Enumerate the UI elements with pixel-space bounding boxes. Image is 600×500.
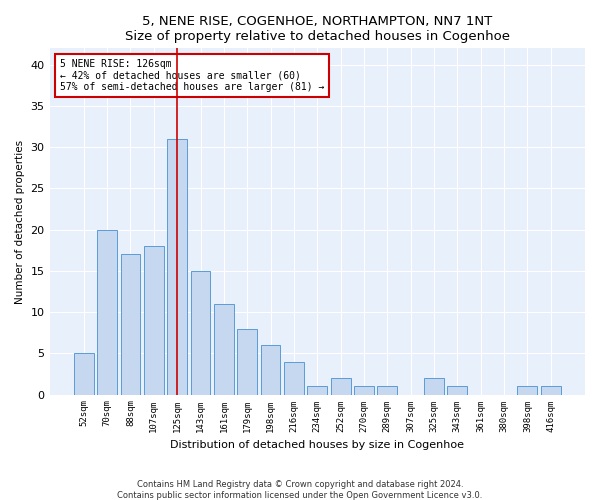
Bar (238, 328, 257, 394)
Text: Contains HM Land Registry data © Crown copyright and database right 2024.
Contai: Contains HM Land Registry data © Crown c… (118, 480, 482, 500)
Bar (307, 386, 327, 394)
Bar (167, 139, 187, 394)
Bar (214, 304, 234, 394)
Bar (144, 246, 164, 394)
Bar (517, 386, 538, 394)
Bar (284, 362, 304, 394)
Title: 5, NENE RISE, COGENHOE, NORTHAMPTON, NN7 1NT
Size of property relative to detach: 5, NENE RISE, COGENHOE, NORTHAMPTON, NN7… (125, 15, 510, 43)
Bar (424, 378, 444, 394)
Bar (448, 386, 467, 394)
Bar (354, 386, 374, 394)
Bar (331, 378, 350, 394)
Bar (377, 386, 397, 394)
Bar (74, 354, 94, 395)
Bar (541, 386, 560, 394)
Bar (191, 271, 211, 394)
Bar (260, 345, 280, 395)
X-axis label: Distribution of detached houses by size in Cogenhoe: Distribution of detached houses by size … (170, 440, 464, 450)
Bar (121, 254, 140, 394)
Y-axis label: Number of detached properties: Number of detached properties (15, 140, 25, 304)
Bar (97, 230, 117, 394)
Text: 5 NENE RISE: 126sqm
← 42% of detached houses are smaller (60)
57% of semi-detach: 5 NENE RISE: 126sqm ← 42% of detached ho… (60, 58, 325, 92)
